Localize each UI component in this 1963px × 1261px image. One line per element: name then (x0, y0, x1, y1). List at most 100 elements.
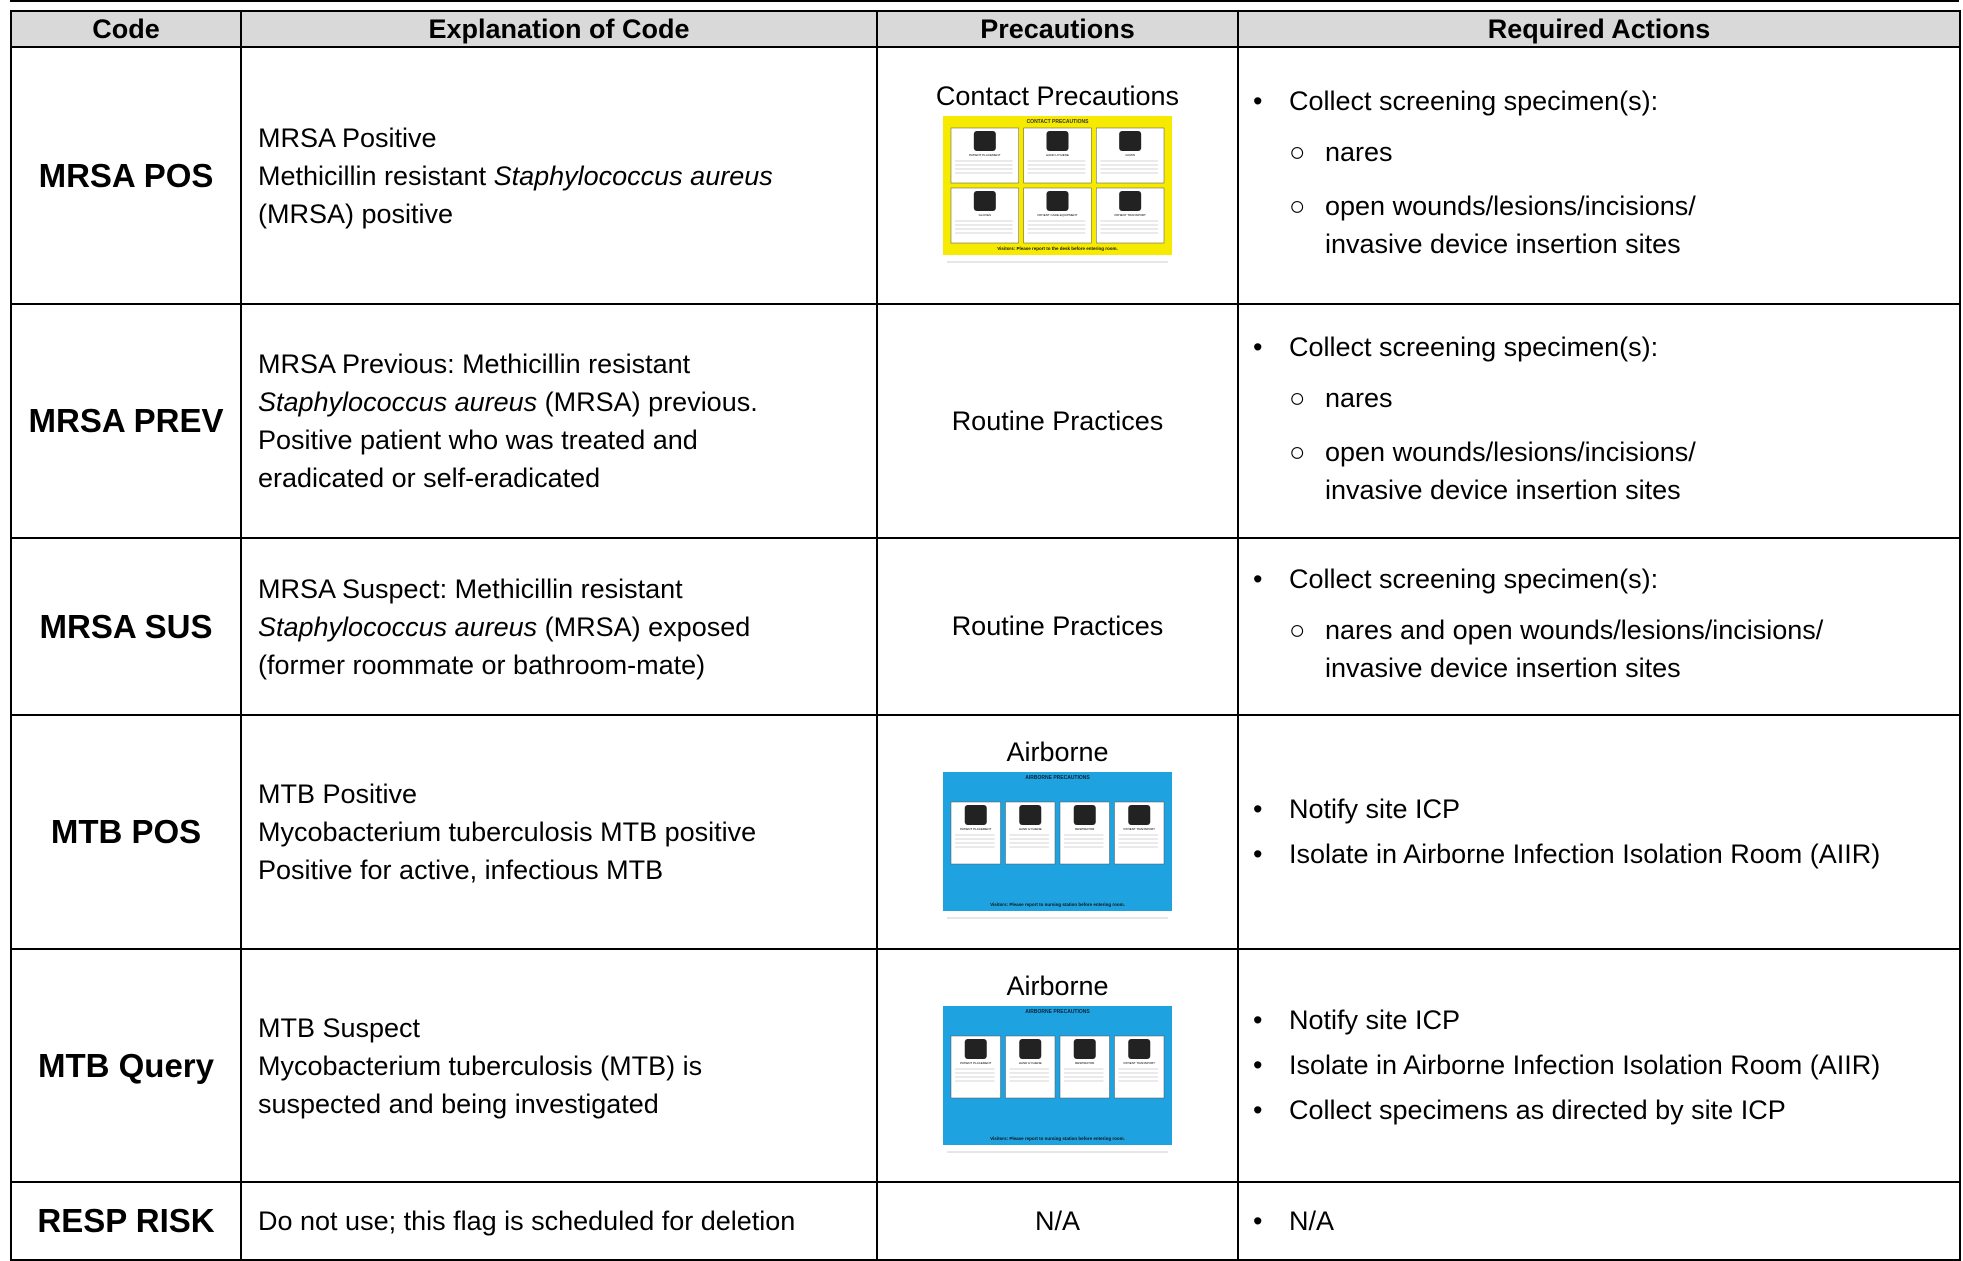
explanation-line: MRSA Positive (258, 119, 875, 157)
italic-run: Staphylococcus aureus (258, 387, 538, 417)
precaution-cell: N/A (876, 1181, 1239, 1261)
explanation-line: MTB Suspect (258, 1009, 875, 1047)
sub-item: ○ open wounds/lesions/incisions/invasive … (1289, 187, 1958, 263)
bullet-item: • Isolate in Airborne Infection Isolation… (1253, 1050, 1958, 1081)
poster-icon (1073, 1038, 1096, 1059)
sub-line: invasive device insertion sites (1325, 653, 1681, 683)
poster-panel-label: HAND HYGIENE (1019, 1061, 1042, 1065)
explanation-line: eradicated or self-eradicated (258, 459, 875, 497)
poster-icon (1073, 805, 1096, 825)
sub-text: open wounds/lesions/incisions/invasive d… (1325, 187, 1696, 263)
code-cell: MTB POS (10, 714, 242, 950)
sub-text: open wounds/lesions/incisions/invasive d… (1325, 433, 1696, 509)
sub-line: open wounds/lesions/incisions/ (1325, 436, 1696, 467)
poster-panel-label: RESPIRATOR (1075, 1061, 1095, 1065)
header-cell: Precautions (876, 10, 1239, 48)
poster-icon (1119, 190, 1142, 211)
code-cell: MRSA SUS (10, 537, 242, 716)
text-run: (MRSA) exposed (537, 611, 751, 642)
explanation-line: Staphylococcus aureus (MRSA) exposed (258, 608, 875, 646)
explanation-line: Mycobacterium tuberculosis (MTB) is (258, 1047, 875, 1085)
poster: CONTACT PRECAUTIONS PATIENT PLACEMENT HAND… (943, 115, 1172, 271)
poster-icon (1019, 805, 1042, 825)
table-row: MTB Query MTB Suspect Mycobacterium tuberc… (10, 948, 1961, 1183)
text-run: suspected and being investigated (258, 1088, 659, 1119)
sub-line: open wounds/lesions/incisions/ (1325, 191, 1696, 221)
sub-mark: ○ (1289, 137, 1306, 167)
poster-icon (973, 190, 996, 211)
explanation-line: MTB Positive (258, 775, 875, 813)
sub-mark: ○ (1289, 191, 1306, 221)
poster-panel (1005, 801, 1056, 865)
sub-line: nares (1325, 382, 1393, 413)
sub-line: invasive device insertion sites (1325, 229, 1681, 259)
text-run: MRSA Suspect: Methicillin resistant (258, 573, 683, 604)
poster-footer: Visitors: Please report to nursing stati… (990, 902, 1125, 907)
bullet-text: Collect screening specimen(s): (1289, 564, 1659, 594)
poster-panel-label: PATIENT PLACEMENT (969, 153, 1001, 157)
explanation-line: Positive patient who was treated and (258, 421, 875, 459)
header-cell: Explanation of Code (240, 10, 878, 48)
poster-icon (1128, 1038, 1151, 1059)
poster-panel-label: PATIENT TRANSPORT (1124, 827, 1156, 831)
precaution-label: N/A (1034, 1205, 1080, 1236)
code-cell: RESP RISK (10, 1181, 242, 1261)
bullet-mark: • (1253, 1050, 1263, 1080)
text-run: Mycobacterium tuberculosis (MTB) is (258, 1050, 703, 1081)
bullet-text: Notify site ICP (1289, 794, 1461, 824)
explanation-line: Methicillin resistant Staphylococcus aur… (258, 157, 875, 195)
table-row: MRSA SUS MRSA Suspect: Methicillin resist… (10, 537, 1961, 716)
poster-panel-label: RESPIRATOR (1075, 827, 1095, 831)
bullet-mark: • (1253, 1005, 1263, 1035)
poster-strip (943, 911, 1172, 927)
sub-line: nares and open wounds/lesions/incisions/ (1325, 615, 1824, 645)
header-row: Code Explanation of Code Precautions Requir… (10, 10, 1961, 48)
bullet-mark: • (1253, 86, 1263, 116)
bullet-mark: • (1253, 794, 1263, 824)
explanation-line: (former roommate or bathroom-mate) (258, 646, 875, 684)
precaution-cell: Contact Precautions CONTACT PRECAUTIONS PA… (876, 46, 1239, 305)
table-body: MRSA POS MRSA Positive Methicillin resista… (10, 46, 1961, 1261)
poster-title: CONTACT PRECAUTIONS (1027, 119, 1090, 125)
sub-mark: ○ (1289, 382, 1306, 413)
poster-icon (1128, 805, 1151, 825)
poster-panel-label: PATIENT CARE EQUIPMENT (1037, 213, 1077, 217)
sub-text: nares (1325, 379, 1393, 417)
explanation-line: MRSA Previous: Methicillin resistant (258, 345, 875, 383)
actions-cell: • Collect screening specimen(s): ○ nares ○ op… (1237, 303, 1961, 539)
text-run: MTB Positive (258, 779, 418, 809)
text-run: Do not use; this flag is scheduled for d… (258, 1206, 796, 1236)
poster: AIRBORNE PRECAUTIONS PATIENT PLACEMENT HAN… (943, 772, 1172, 927)
text-run: Mycobacterium tuberculosis MTB positive (258, 817, 757, 847)
sub-line: nares (1325, 137, 1393, 167)
poster-strip (943, 1144, 1172, 1161)
poster-panel-label: GOWN (1125, 153, 1135, 157)
bullet-text: Collect specimens as directed by site IC… (1289, 1095, 1786, 1125)
precaution-label: Airborne (1006, 737, 1109, 767)
explanation-line: Do not use; this flag is scheduled for d… (258, 1202, 875, 1240)
sub-line: invasive device insertion sites (1325, 474, 1681, 505)
text-run: (former roommate or bathroom-mate) (258, 649, 706, 680)
code-cell: MRSA PREV (10, 303, 242, 539)
text-run: Positive for active, infectious MTB (258, 855, 664, 885)
poster-panel-label: GLOVES (979, 213, 991, 217)
poster-panel-label: PATIENT TRANSPORT (1114, 213, 1146, 217)
poster-icon (1019, 1038, 1042, 1059)
actions-cell: • Collect screening specimen(s): ○ nares an… (1237, 537, 1961, 716)
bullet-text: Notify site ICP (1289, 1005, 1461, 1035)
explanation-cell: MRSA Suspect: Methicillin resistant Staph… (240, 537, 878, 716)
bullet-mark: • (1253, 564, 1263, 594)
precaution-label: Routine Practices (951, 611, 1164, 641)
precaution-label: Routine Practices (951, 405, 1164, 436)
code-table: Code Explanation of Code Precautions Requir… (10, 10, 1961, 1261)
bullet-text: Collect screening specimen(s): (1289, 331, 1659, 362)
sub-mark: ○ (1289, 436, 1306, 467)
actions-cell: • Notify site ICP • Isolate in Airborne Inf… (1237, 714, 1961, 950)
bullet-text: Isolate in Airborne Infection Isolation … (1289, 839, 1881, 869)
sub-text: nares and open wounds/lesions/incisions/… (1325, 611, 1823, 687)
poster-footer: Visitors: Please report to nursing stati… (990, 1136, 1125, 1141)
explanation-line: MRSA Suspect: Methicillin resistant (258, 570, 875, 608)
bullet-mark: • (1253, 331, 1263, 362)
poster-icon (973, 130, 996, 151)
sub-text: nares (1325, 133, 1393, 171)
